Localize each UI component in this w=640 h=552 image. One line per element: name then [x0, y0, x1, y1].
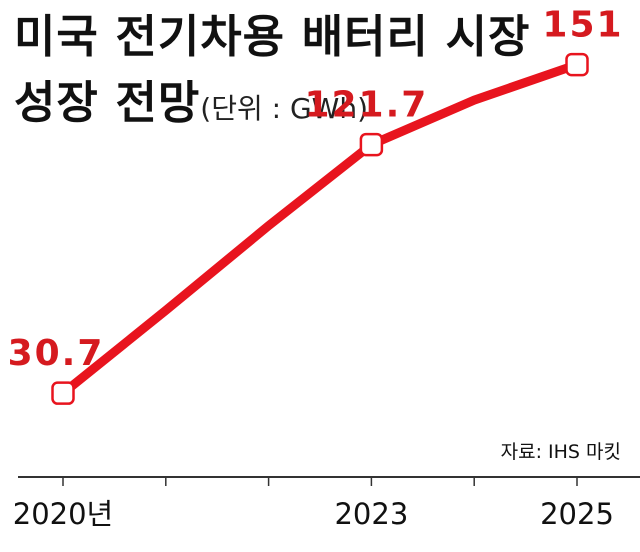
data-label-2023: 121.7	[304, 85, 428, 126]
data-label-2025: 151	[542, 5, 623, 46]
title-line-2-text: 성장 전망	[14, 76, 201, 129]
data-point-2023	[359, 132, 384, 157]
data-label-2020: 30.7	[8, 333, 105, 374]
unit-note: (단위 : GWh)	[200, 92, 369, 125]
title-line-1: 미국 전기차용 배터리 시장	[14, 10, 531, 63]
x-tick-label-2025: 2025	[540, 497, 614, 531]
series-line	[58, 60, 582, 398]
data-point-2020	[51, 381, 75, 405]
source-note: 자료: IHS 마킷	[501, 441, 621, 463]
title-line-2: 성장 전망(단위 : GWh)	[14, 70, 530, 142]
data-point-2025	[565, 52, 589, 77]
x-tick-label-2023: 2023	[334, 497, 408, 531]
chart-title: 미국 전기차용 배터리 시장 성장 전망(단위 : GWh)	[14, 4, 530, 142]
x-tick-label-2020: 2020년	[13, 497, 113, 531]
